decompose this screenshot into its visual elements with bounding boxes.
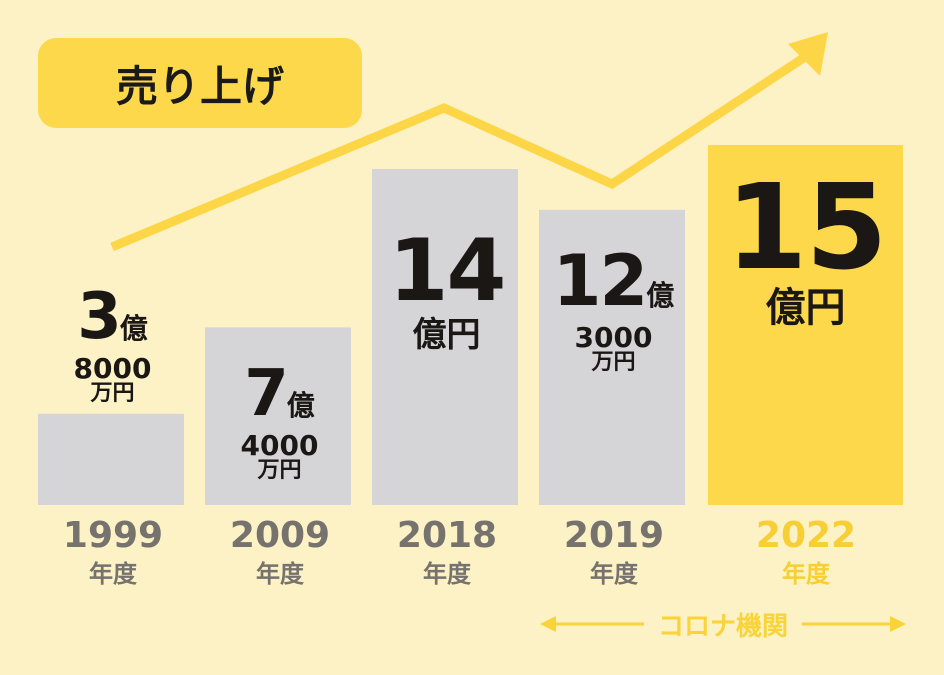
value-label-2009: 7億 4000 万円 xyxy=(207,362,352,482)
bar-1999 xyxy=(38,413,184,505)
value-sub-unit: 万円 xyxy=(591,350,636,375)
bar-2022 xyxy=(708,145,903,505)
bar-2018 xyxy=(372,169,518,505)
value-main: 14 xyxy=(388,221,507,321)
value-label-2022: 15 億円 xyxy=(708,168,903,328)
bar-2019 xyxy=(539,209,685,506)
value-sub-unit: 万円 xyxy=(90,381,135,406)
value-label-2019: 12億 3000 万円 xyxy=(541,246,686,374)
value-sub: 4000 xyxy=(240,429,319,462)
value-main-unit: 億 xyxy=(286,389,315,422)
trend-arrow-line xyxy=(110,51,811,252)
value-main-unit: 億円 xyxy=(412,315,481,355)
chart-title: 売り上げ xyxy=(38,38,362,128)
year-unit: 年度 xyxy=(423,560,471,588)
corona-period-annotation: コロナ機関 xyxy=(538,604,908,644)
value-label-2018: 14 億円 xyxy=(374,228,519,352)
year-label: 2019 xyxy=(563,515,665,556)
bar-2009 xyxy=(205,327,351,505)
year-label: 2009 xyxy=(229,515,331,556)
value-sub-unit: 万円 xyxy=(257,458,302,483)
value-main-unit: 億円 xyxy=(765,285,846,331)
value-sub: 8000 xyxy=(73,352,152,385)
value-main: 3 xyxy=(77,280,122,354)
value-main-unit: 億 xyxy=(646,279,675,312)
value-sub: 3000 xyxy=(574,321,653,354)
value-main: 12 xyxy=(552,240,648,322)
year-label-highlight: 2022 xyxy=(755,515,857,556)
value-main: 7 xyxy=(244,357,289,431)
year-label: 1999 xyxy=(62,515,164,556)
year-unit: 年度 xyxy=(89,560,137,588)
corona-period-label: コロナ機関 xyxy=(643,605,802,643)
year-unit: 年度 xyxy=(590,560,638,588)
year-unit-highlight: 年度 xyxy=(782,560,830,588)
trend-arrow-head xyxy=(788,32,828,76)
value-main: 15 xyxy=(725,158,887,296)
value-label-1999: 3億 8000 万円 xyxy=(40,285,185,405)
year-unit: 年度 xyxy=(256,560,304,588)
year-label: 2018 xyxy=(396,515,498,556)
value-main-unit: 億 xyxy=(119,312,148,345)
